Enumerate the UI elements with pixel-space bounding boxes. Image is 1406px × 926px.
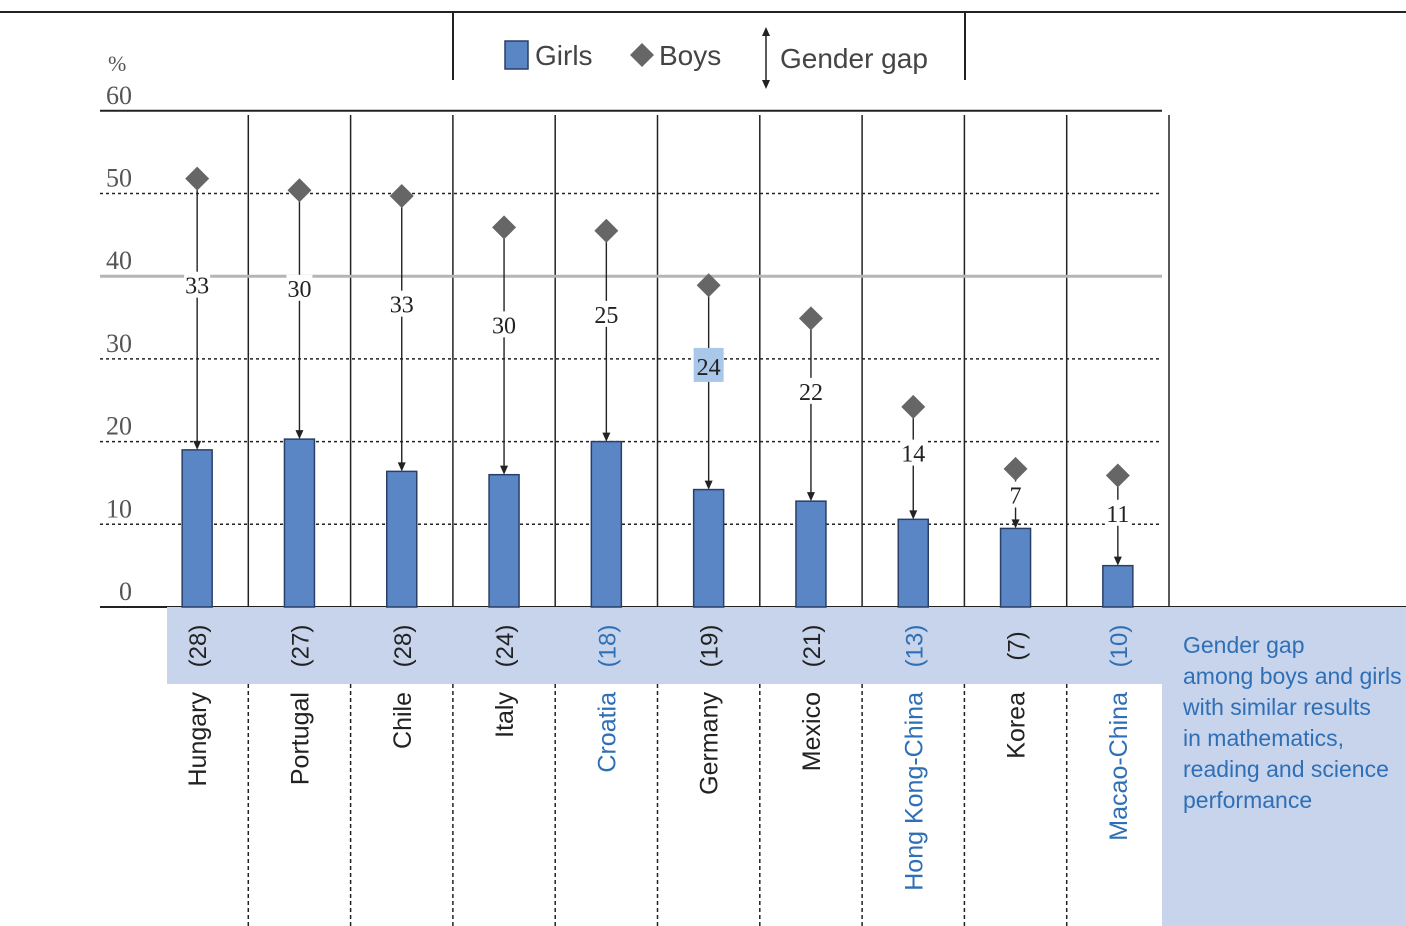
y-tick-label-40: 40	[106, 246, 132, 275]
adjusted-gap-label-9: (10)	[1106, 625, 1133, 668]
gap-label-4: 25	[594, 303, 618, 329]
gap-label-bg-7	[900, 439, 927, 466]
gap-arrowhead-5	[704, 480, 713, 490]
gap-label-5: 24	[697, 355, 721, 381]
adjusted-gap-label-0: (28)	[185, 625, 212, 668]
boys-marker-6	[798, 306, 823, 331]
legend: Girls Boys Gender gap	[504, 27, 928, 89]
gap-label-6: 22	[799, 380, 823, 406]
band-note-line-4: reading and science	[1183, 756, 1389, 782]
band-note-line-2: with similar results	[1182, 694, 1371, 720]
boys-marker-2	[389, 183, 414, 208]
gap-arrowhead-8	[1011, 519, 1020, 529]
adjusted-gap-label-6: (21)	[799, 625, 826, 668]
country-label-5: Germany	[696, 692, 724, 795]
gap-label-3: 30	[492, 313, 516, 339]
gap-arrowhead-3	[500, 465, 509, 475]
adjusted-gap-label-3: (24)	[492, 625, 519, 668]
gap-label-bg-6	[797, 377, 824, 404]
gap-arrowhead-0	[193, 440, 202, 450]
band-note-line-1: among boys and girls	[1183, 663, 1402, 689]
boys-marker-9	[1105, 463, 1130, 488]
adjusted-gap-label-2: (28)	[390, 625, 417, 668]
boys-marker-1	[287, 178, 312, 203]
gap-label-bg-8	[1002, 481, 1029, 508]
legend-girls-swatch	[504, 40, 529, 70]
country-label-4: Croatia	[593, 692, 621, 773]
gap-label-8: 7	[1010, 484, 1022, 510]
legend-gap-arrowhead-down	[762, 80, 770, 89]
gap-label-bg-2	[388, 290, 415, 317]
gap-label-bg-3	[491, 311, 518, 338]
boys-marker-7	[901, 394, 926, 419]
y-tick-label-60: 60	[106, 81, 132, 110]
y-tick-label-10: 10	[106, 494, 132, 523]
gap-arrowhead-1	[295, 430, 304, 440]
gap-arrowhead-9	[1113, 556, 1122, 566]
girls-bar-5	[692, 488, 725, 608]
boys-marker-0	[185, 166, 210, 191]
boys-marker-3	[492, 215, 517, 240]
gap-label-bg-1	[286, 274, 313, 301]
girls-bar-4	[590, 440, 623, 608]
legend-gap-arrowhead-up	[762, 27, 770, 36]
data-marks: 33 30 33 30 25 24 22 14 7 11	[181, 166, 1134, 608]
country-label-3: Italy	[491, 692, 519, 738]
adjusted-gap-label-8: (7)	[1004, 631, 1031, 660]
y-tick-label-20: 20	[106, 412, 132, 441]
girls-bar-6	[795, 500, 827, 608]
gap-label-bg-0	[184, 271, 211, 298]
gap-label-0: 33	[185, 274, 209, 300]
legend-gap-label: Gender gap	[780, 43, 928, 74]
legend-boys-marker	[630, 43, 654, 67]
country-label-2: Chile	[389, 692, 417, 749]
adjusted-gap-label-4: (18)	[594, 625, 621, 668]
boys-marker-5	[696, 273, 721, 298]
band-note-bg	[1162, 607, 1406, 926]
band-note: Gender gap among boys and girls with simil…	[1182, 632, 1402, 813]
gap-label-bg-4	[593, 300, 620, 327]
country-label-1: Portugal	[286, 692, 314, 785]
gap-label-2: 33	[390, 293, 414, 319]
gap-label-9: 11	[1106, 502, 1129, 528]
adjusted-gap-label-5: (19)	[697, 625, 724, 668]
legend-girls-label: Girls	[535, 40, 593, 71]
girls-bar-2	[386, 470, 418, 608]
y-axis-unit-label: %	[108, 51, 126, 76]
gap-label-bg-9	[1104, 499, 1131, 526]
boys-marker-4	[594, 218, 619, 243]
girls-bar-0	[181, 449, 213, 608]
legend-boys-label: Boys	[659, 40, 721, 71]
boys-marker-8	[1003, 456, 1028, 481]
girls-bar-8	[999, 527, 1032, 608]
gap-label-1: 30	[287, 277, 311, 303]
gap-arrowhead-7	[909, 510, 918, 520]
adjusted-gap-label-7: (13)	[901, 625, 928, 668]
adjusted-gap-band: (28) Hungary (27) Portugal (28) Chile (24) Ital…	[167, 607, 1406, 926]
gap-label-7: 14	[901, 442, 925, 468]
y-tick-label-30: 30	[106, 329, 132, 358]
adjusted-gap-label-1: (27)	[287, 625, 314, 668]
band-note-line-0: Gender gap	[1183, 632, 1304, 658]
y-axis: % 0 10 20 30 40 50 60	[106, 51, 132, 606]
y-tick-label-50: 50	[106, 164, 132, 193]
girls-bar-3	[488, 473, 520, 608]
gap-arrowhead-6	[806, 492, 815, 502]
gap-arrowhead-2	[397, 462, 406, 472]
adjusted-gap-band-bg	[167, 607, 1169, 684]
y-tick-label-0: 0	[119, 577, 132, 606]
girls-bar-7	[897, 518, 929, 608]
gap-arrowhead-4	[602, 432, 611, 442]
country-label-7: Hong Kong-China	[900, 692, 928, 891]
girls-bar-1	[283, 438, 316, 608]
country-label-9: Macao-China	[1105, 692, 1133, 841]
gap-label-highlight	[693, 347, 724, 382]
country-label-8: Korea	[1003, 692, 1031, 759]
girls-bar-9	[1102, 564, 1134, 608]
band-note-line-3: in mathematics,	[1183, 725, 1344, 751]
country-label-0: Hungary	[184, 692, 212, 787]
country-label-6: Mexico	[798, 692, 826, 771]
band-note-line-5: performance	[1183, 787, 1312, 813]
